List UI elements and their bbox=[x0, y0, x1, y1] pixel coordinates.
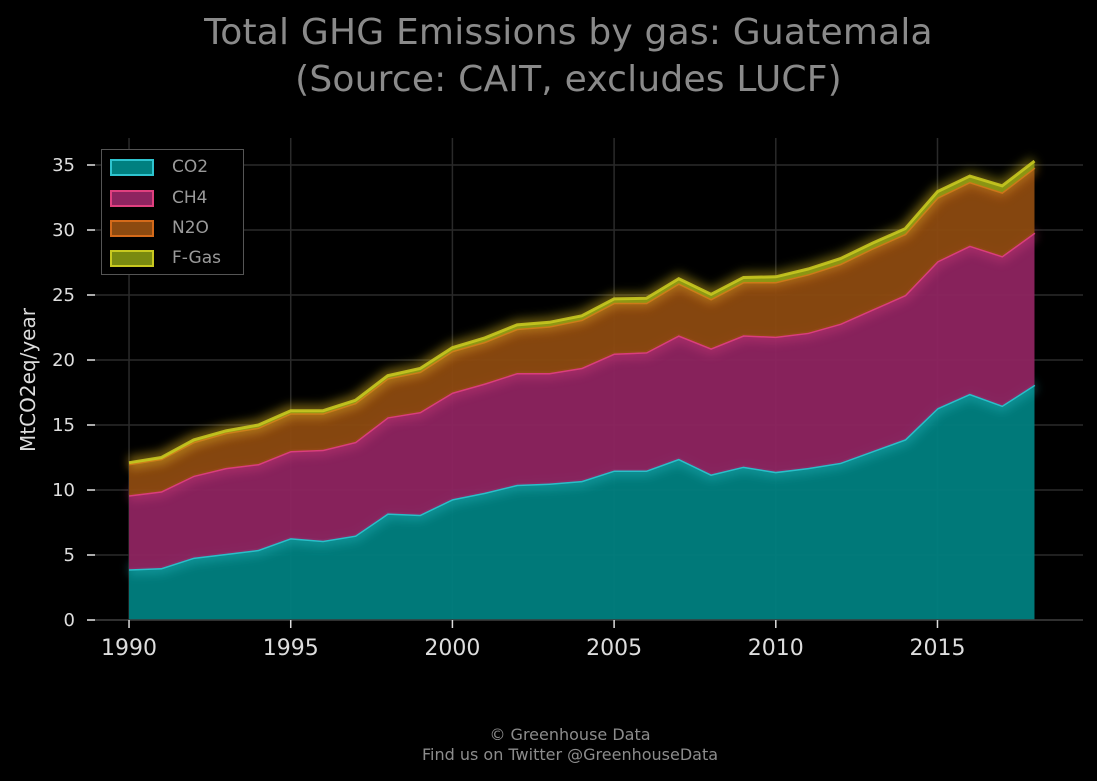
legend-item-co2: CO2 bbox=[110, 155, 240, 177]
legend-item-n2o: N2O bbox=[110, 216, 240, 238]
chart-title-line1: Total GHG Emissions by gas: Guatemala bbox=[204, 12, 933, 53]
x-tick-label-2010: 2010 bbox=[748, 636, 804, 661]
legend-swatch-ch4 bbox=[110, 190, 154, 207]
chart-title-line2: (Source: CAIT, excludes LUCF) bbox=[295, 59, 842, 100]
area-ch4 bbox=[129, 232, 1035, 570]
axes: 0 5 10 15 20 25 30 35 1990 1995 2000 2005 2010 2015 Mt… bbox=[16, 155, 1083, 661]
x-tick-label-2000: 2000 bbox=[424, 636, 480, 661]
legend-label-co2: CO2 bbox=[172, 157, 209, 177]
line-fgas bbox=[128, 159, 1036, 465]
area-n2o bbox=[129, 167, 1035, 496]
legend-swatch-fgas bbox=[110, 250, 154, 267]
y-tick-label-0: 0 bbox=[64, 610, 75, 631]
y-tick-label-30: 30 bbox=[52, 220, 75, 241]
legend-label-n2o: N2O bbox=[172, 218, 209, 238]
legend: CO2 CH4 N2O F-Gas bbox=[101, 149, 244, 275]
stacked-areas bbox=[128, 156, 1039, 620]
x-tick-label-2005: 2005 bbox=[586, 636, 642, 661]
y-axis-label: MtCO2eq/year bbox=[16, 307, 40, 452]
footer-copyright: © Greenhouse Data bbox=[489, 725, 651, 744]
x-tick-label-1990: 1990 bbox=[101, 636, 157, 661]
y-tick-label-10: 10 bbox=[52, 480, 75, 501]
y-tick-label-5: 5 bbox=[64, 545, 75, 566]
y-tick-label-25: 25 bbox=[52, 285, 75, 306]
y-tick-label-35: 35 bbox=[52, 155, 75, 176]
legend-label-ch4: CH4 bbox=[172, 188, 208, 208]
legend-swatch-co2 bbox=[110, 159, 154, 176]
legend-item-fgas: F-Gas bbox=[110, 246, 240, 268]
y-tick-label-15: 15 bbox=[52, 415, 75, 436]
x-tick-label-2015: 2015 bbox=[909, 636, 965, 661]
area-co2 bbox=[129, 384, 1035, 620]
y-tick-label-20: 20 bbox=[52, 350, 75, 371]
legend-item-ch4: CH4 bbox=[110, 186, 240, 208]
legend-label-fgas: F-Gas bbox=[172, 248, 221, 268]
footer-twitter: Find us on Twitter @GreenhouseData bbox=[421, 745, 719, 764]
legend-swatch-n2o bbox=[110, 220, 154, 237]
x-tick-label-1995: 1995 bbox=[263, 636, 319, 661]
